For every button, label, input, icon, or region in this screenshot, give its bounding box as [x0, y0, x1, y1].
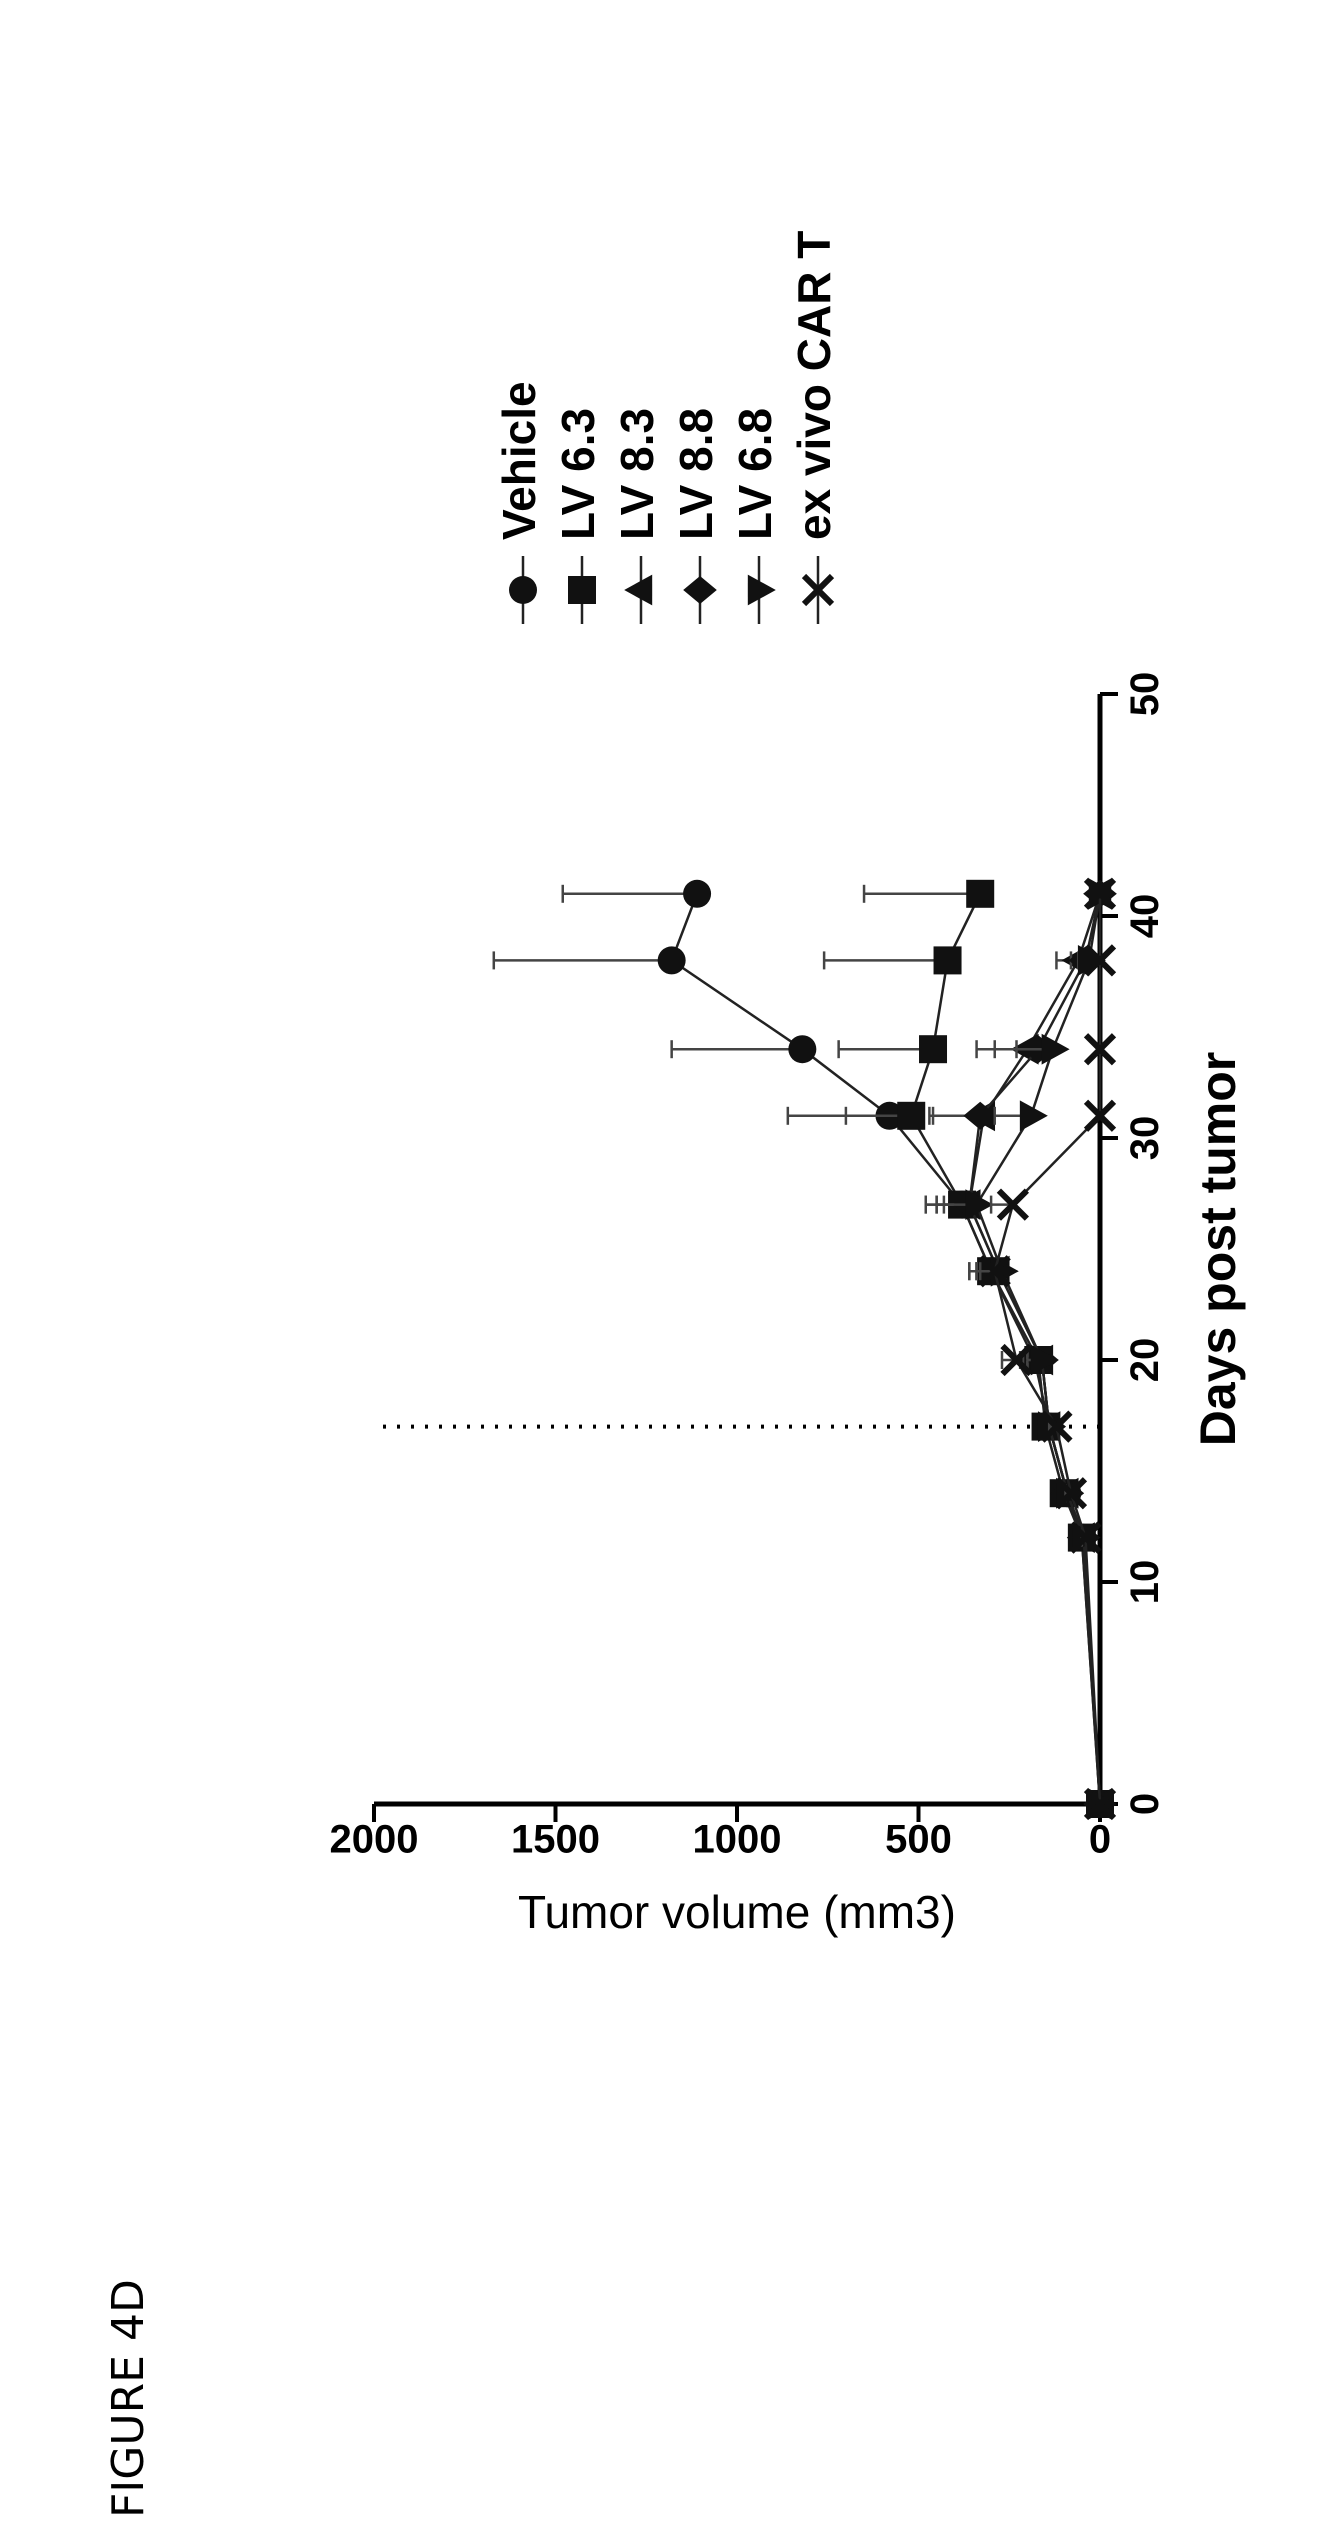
legend-label: LV 8.3: [611, 408, 663, 540]
data-point: [1040, 1410, 1073, 1443]
series-lv-6-3: [822, 879, 1114, 1818]
x-axis-title: Days post tumor: [1190, 1052, 1246, 1447]
series-vehicle: [492, 879, 1114, 1818]
data-point: [683, 879, 712, 908]
series-ex-vivo-car-t: [975, 877, 1117, 1821]
legend-item: LV 8.3: [611, 408, 663, 624]
x-tick-label: 20: [1123, 1338, 1167, 1383]
legend-label: ex vivo CAR T: [788, 231, 840, 540]
y-tick-label: 0: [1089, 1818, 1111, 1862]
data-point: [1083, 1787, 1117, 1821]
y-tick-label: 1500: [511, 1818, 600, 1862]
x-tick-label: 40: [1123, 894, 1167, 939]
x-tick-label: 0: [1123, 1793, 1167, 1815]
data-point: [1083, 1033, 1117, 1066]
x-tick-label: 10: [1123, 1560, 1167, 1605]
legend-marker: [747, 574, 776, 606]
series-lv-8-3: [928, 878, 1112, 1820]
legend-label: LV 6.3: [552, 408, 604, 540]
data-point: [966, 879, 995, 908]
data-point: [933, 946, 962, 975]
legend-label: LV 8.8: [670, 408, 722, 540]
data-point: [788, 1035, 817, 1064]
y-tick-label: 1000: [693, 1818, 782, 1862]
legend-label: LV 6.8: [729, 408, 781, 540]
data-point: [996, 1188, 1030, 1221]
y-axis-title: Tumor volume (mm3): [518, 1886, 956, 1938]
legend-marker: [568, 576, 596, 604]
legend-item: LV 6.3: [552, 408, 604, 624]
legend-item: Vehicle: [493, 381, 545, 624]
data-point: [1000, 1343, 1033, 1377]
data-point: [963, 1101, 998, 1130]
figure-label: FIGURE 4D: [103, 2279, 154, 2518]
data-point: [1083, 944, 1117, 977]
legend: Vehicle LV 6.3 LV 8.3 LV 8.8 LV 6.8 ex vivo C…: [493, 231, 840, 624]
data-point: [1030, 1344, 1059, 1376]
legend-marker: [683, 576, 717, 604]
y-tick-label: 2000: [330, 1818, 419, 1862]
legend-marker: [801, 573, 835, 607]
legend-item: LV 6.8: [729, 408, 781, 624]
data-point: [1019, 1100, 1048, 1132]
data-point: [919, 1035, 948, 1064]
legend-item: LV 8.8: [670, 408, 722, 624]
data-point: [978, 1255, 1011, 1288]
data-point: [1041, 1033, 1070, 1065]
data-point: [1069, 1521, 1102, 1554]
data-point: [965, 1189, 994, 1220]
legend-label: Vehicle: [493, 381, 545, 540]
data-point: [897, 1101, 926, 1130]
x-tick-label: 30: [1123, 1116, 1167, 1161]
legend-item: ex vivo CAR T: [788, 231, 840, 624]
data-point: [1077, 945, 1106, 976]
y-tick-label: 500: [885, 1818, 952, 1862]
chart-marks: [380, 877, 1117, 1821]
x-tick-label: 50: [1123, 672, 1167, 717]
legend-marker: [509, 576, 537, 604]
data-point: [657, 946, 686, 975]
legend-marker: [624, 574, 653, 606]
data-point: [1083, 1099, 1117, 1132]
data-point: [1054, 1477, 1088, 1510]
data-point: [1083, 877, 1117, 910]
